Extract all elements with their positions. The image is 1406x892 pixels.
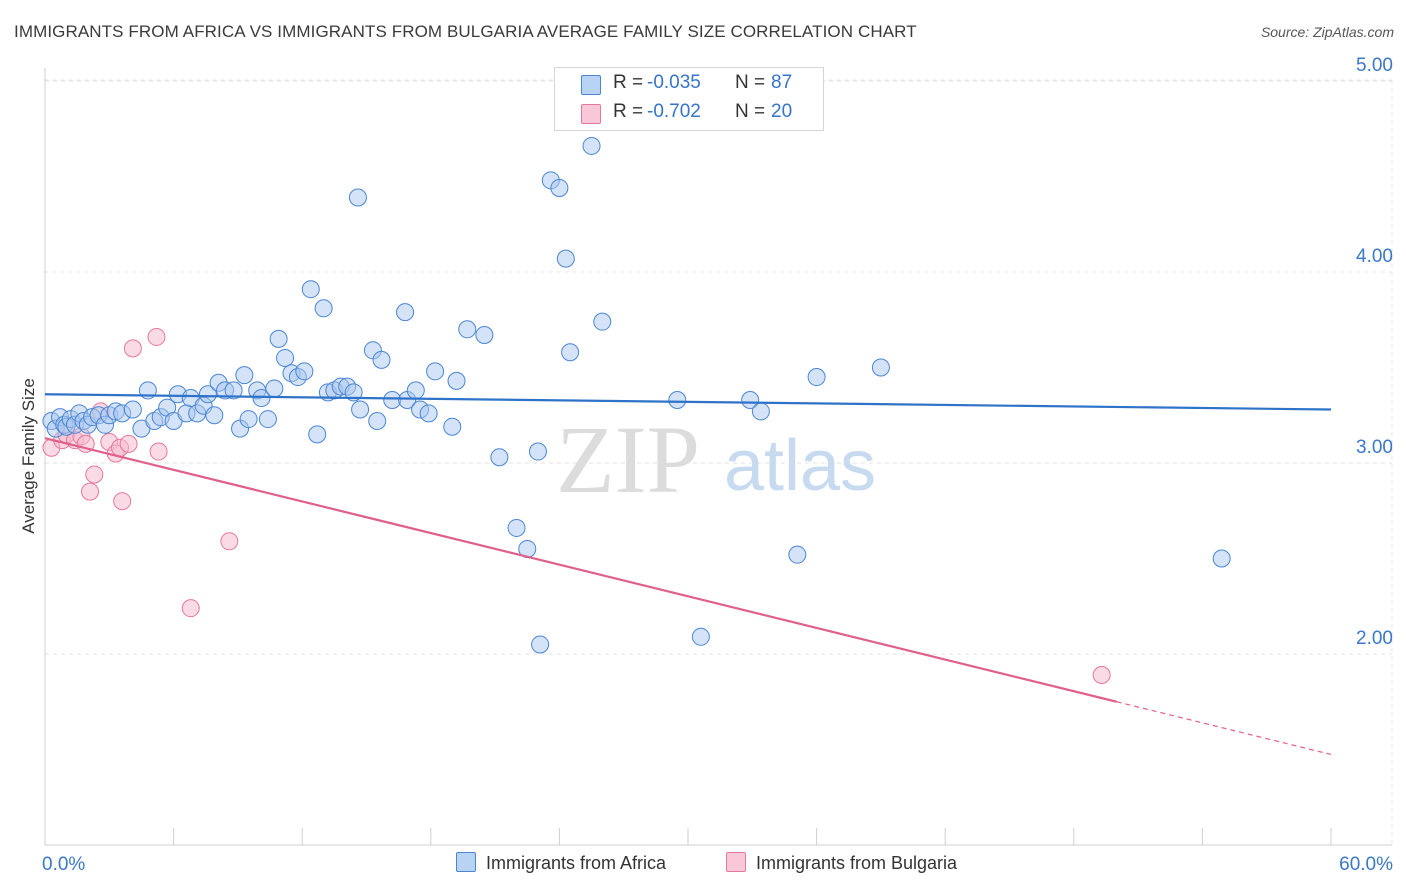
legend-r-label: R =	[613, 72, 644, 93]
legend-row-africa: R = -0.035 N = 87	[555, 70, 823, 100]
africa-point	[751, 402, 770, 421]
bulgaria-point	[1092, 666, 1111, 685]
africa-point	[561, 343, 580, 362]
legend-n-value-bulgaria: 20	[771, 101, 793, 122]
legend-swatch-bulgaria	[581, 104, 601, 124]
africa-point	[556, 249, 575, 268]
africa-point	[406, 381, 425, 400]
bulgaria-trend-extension	[1116, 701, 1332, 756]
tick-labels: 2.00 3.00 4.00 5.00 0.0% 60.0%	[42, 55, 1393, 875]
legend-n-value-africa: 87	[771, 72, 793, 93]
africa-point	[475, 326, 494, 345]
bulgaria-point	[85, 465, 104, 484]
africa-point	[368, 411, 387, 430]
grid	[45, 79, 1393, 845]
africa-point	[351, 400, 370, 419]
africa-point	[593, 312, 612, 331]
bulgaria-trend-line	[44, 437, 1117, 703]
legend-row-bulgaria: R = -0.702 N = 20	[555, 99, 823, 129]
africa-point	[550, 178, 569, 197]
africa-point	[308, 425, 327, 444]
y-tick-label: 3.00	[1356, 437, 1393, 458]
x-tick-label: 0.0%	[42, 854, 85, 875]
africa-point	[265, 379, 284, 398]
legend-n-label: N =	[735, 72, 766, 93]
trend-lines	[44, 393, 1332, 756]
africa-points	[42, 136, 1231, 654]
africa-point	[276, 348, 295, 367]
africa-point	[807, 368, 826, 387]
africa-point	[871, 358, 890, 377]
africa-point	[252, 389, 271, 408]
legend-r-value-africa: -0.035	[647, 72, 701, 93]
africa-point	[198, 385, 217, 404]
africa-point	[741, 390, 760, 409]
bottom-legend-label-bulgaria: Immigrants from Bulgaria	[756, 853, 958, 873]
africa-point	[123, 400, 142, 419]
bottom-legend-africa: Immigrants from Africa	[456, 852, 666, 874]
bulgaria-point	[113, 492, 132, 511]
x-tick-label: 60.0%	[1339, 854, 1393, 875]
africa-point	[426, 362, 445, 381]
source-label: Source: ZipAtlas.com	[1260, 24, 1394, 40]
africa-point	[396, 303, 415, 322]
bottom-legend-swatch-bulgaria	[726, 852, 746, 872]
africa-point	[301, 280, 320, 299]
africa-point	[443, 417, 462, 436]
africa-point	[344, 383, 363, 402]
africa-trend-line	[44, 393, 1332, 411]
africa-point	[458, 320, 477, 339]
africa-point	[691, 627, 710, 646]
africa-point	[239, 410, 258, 429]
africa-point	[668, 390, 687, 409]
bulgaria-point	[147, 327, 166, 346]
chart-title: IMMIGRANTS FROM AFRICA VS IMMIGRANTS FRO…	[14, 22, 917, 41]
bulgaria-point	[181, 599, 200, 618]
africa-point	[419, 404, 438, 423]
africa-point	[348, 188, 367, 207]
bottom-legend-swatch-africa	[456, 852, 476, 872]
africa-point	[528, 442, 547, 461]
legend-r-label: R =	[613, 101, 644, 122]
bulgaria-point	[149, 442, 168, 461]
africa-point	[383, 390, 402, 409]
bulgaria-point	[123, 339, 142, 358]
africa-point	[295, 362, 314, 381]
legend-swatch-africa	[581, 75, 601, 95]
africa-point	[582, 136, 601, 155]
y-tick-label: 5.00	[1356, 55, 1393, 76]
watermark-zip: ZIP	[556, 406, 700, 513]
bulgaria-point	[81, 482, 100, 501]
stats-legend: R = -0.035 N = 87 R = -0.702 N = 20	[554, 67, 824, 131]
legend-n-label: N =	[735, 101, 766, 122]
y-tick-label: 4.00	[1356, 246, 1393, 267]
africa-point	[314, 299, 333, 318]
africa-point	[490, 448, 509, 467]
africa-point	[258, 410, 277, 429]
africa-point	[269, 329, 288, 348]
watermark-atlas: atlas	[724, 426, 876, 506]
africa-point	[531, 635, 550, 654]
africa-point	[1212, 549, 1231, 568]
africa-point	[235, 366, 254, 385]
watermark: ZIP atlas	[556, 406, 876, 513]
africa-point	[372, 350, 391, 369]
africa-point	[788, 545, 807, 564]
y-tick-label: 2.00	[1356, 628, 1393, 649]
bottom-legend-label-africa: Immigrants from Africa	[486, 853, 667, 873]
axes	[44, 68, 1392, 846]
africa-point	[507, 518, 526, 537]
bottom-legend-bulgaria: Immigrants from Bulgaria	[726, 852, 957, 874]
bulgaria-point	[119, 434, 138, 453]
africa-point	[205, 406, 224, 425]
legend-r-value-bulgaria: -0.702	[647, 101, 701, 122]
africa-point	[224, 381, 243, 400]
bulgaria-point	[220, 532, 239, 551]
africa-point	[447, 371, 466, 390]
y-axis-label: Average Family Size	[19, 378, 38, 534]
